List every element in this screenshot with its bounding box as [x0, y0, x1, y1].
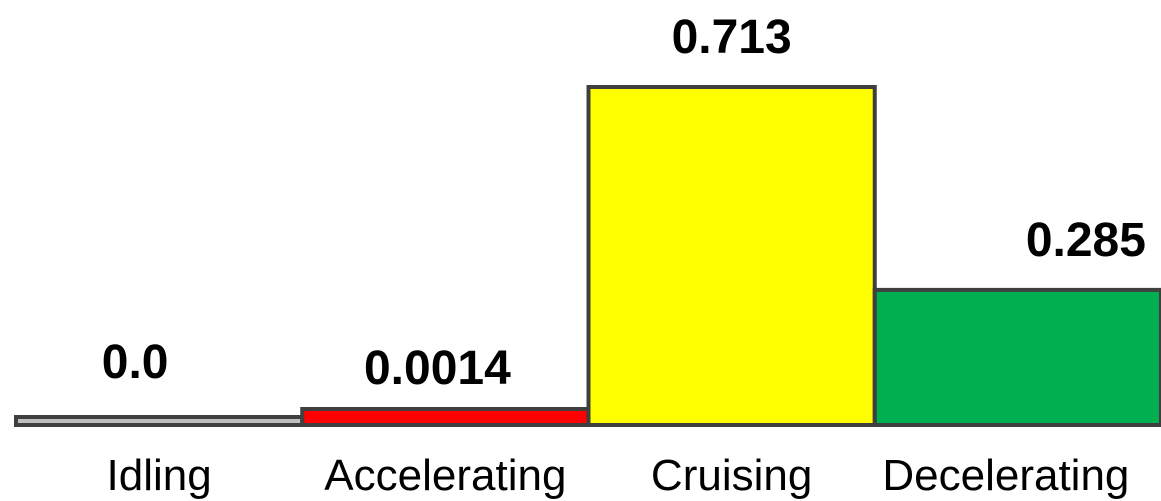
value-labels-group: 0.0 0.0014 0.713 0.285: [102, 11, 1146, 395]
bar-cruising: [586, 85, 877, 427]
value-label-decelerating: 0.285: [1026, 214, 1146, 267]
category-labels-group: Idling Accelerating Cruising Decelerating: [107, 451, 1130, 500]
bar-decelerating: [872, 287, 1161, 427]
bar-idling: [14, 415, 305, 427]
category-label-idling: Idling: [107, 451, 212, 500]
value-label-idling: 0.0: [102, 336, 169, 389]
category-label-cruising: Cruising: [651, 451, 812, 500]
category-label-decelerating: Decelerating: [882, 451, 1129, 500]
category-label-accelerating: Accelerating: [324, 451, 566, 500]
value-label-accelerating: 0.0014: [364, 342, 511, 395]
bars-group: [14, 85, 1161, 427]
bar-accelerating: [300, 407, 591, 427]
value-label-cruising: 0.713: [672, 11, 792, 64]
